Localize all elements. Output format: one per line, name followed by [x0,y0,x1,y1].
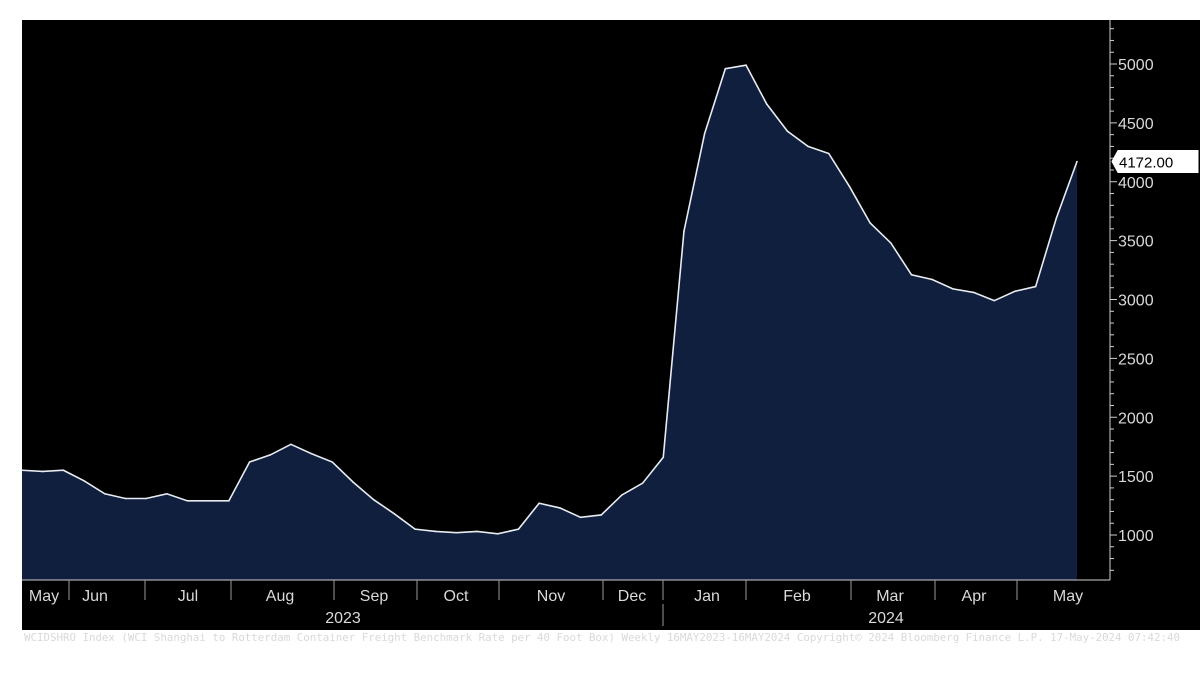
x-tick-label: Mar [876,588,904,605]
data-point [993,299,996,302]
data-point [1076,160,1078,163]
data-point [372,498,375,501]
data-point [600,514,603,516]
series-area-fill [22,65,1077,581]
data-point [496,533,499,535]
data-point [310,452,313,455]
label-layer: 1000 1500 2000 2500 3000 3500 4000 4500 5000 May J… [29,57,1199,627]
y-tick-label: 3000 [1118,293,1154,310]
x-tick-label: Nov [537,588,565,605]
data-point [145,497,147,500]
data-point [62,469,65,472]
data-point [21,469,23,472]
y-tick-label: 4000 [1118,175,1154,192]
data-point [786,130,789,132]
data-point [476,530,478,533]
last-value-label: 4172.00 [1119,154,1173,171]
data-point [952,288,954,290]
series-line [21,64,1078,535]
data-point [848,185,851,188]
y-tick-label: 3500 [1118,234,1154,251]
data-point [807,145,809,148]
x-tick-label: May [29,588,59,605]
data-point [207,500,209,502]
data-point [745,64,747,66]
data-point [41,470,44,473]
data-point [827,152,830,155]
x-tick-label: Sep [360,588,389,605]
data-point [434,530,437,533]
data-point [890,242,892,244]
area-layer [21,64,1078,581]
x-tick-label: Dec [618,588,646,605]
footer-caption: WCIDSHRO Index (WCI Shanghai to Rotterda… [24,632,1180,644]
x-tick-label: Jul [178,588,198,605]
data-point [103,492,106,495]
axis-layer [22,20,1117,626]
data-point [517,528,520,530]
data-point [621,494,623,496]
data-point [331,461,334,463]
data-point [972,291,975,294]
x-tick-label: Aug [266,588,294,605]
data-point [931,278,933,281]
data-point [662,456,665,459]
y-axis-panel [1110,20,1200,630]
data-point [1014,290,1016,293]
data-point [538,502,540,505]
data-point [186,500,189,502]
year-label: 2024 [868,610,904,627]
y-tick-label: 1500 [1118,469,1154,486]
data-point [1055,217,1058,220]
x-tick-label: Oct [444,588,469,605]
data-point [393,513,396,515]
data-point [869,222,871,224]
data-point [1034,285,1037,288]
x-tick-label: Apr [962,588,988,605]
data-point [724,67,727,70]
data-point [455,531,458,534]
data-point [910,273,913,276]
last-value-box [1111,149,1199,173]
y-tick-label: 2000 [1118,410,1154,427]
data-point [703,132,706,135]
data-point [765,103,768,105]
y-tick-label: 1000 [1118,528,1154,545]
data-point [683,230,685,233]
data-point [641,482,644,484]
data-point [269,454,272,456]
x-tick-label: Feb [783,588,811,605]
x-tick-label: Jun [82,588,108,605]
data-point [83,480,85,482]
x-tick-label: Jan [694,588,720,605]
y-tick-label: 4500 [1118,116,1154,133]
data-point [559,507,561,509]
x-tick-label: May [1053,588,1083,605]
data-point [228,500,230,502]
y-tick-label: 2500 [1118,351,1154,368]
year-label: 2023 [325,610,361,627]
data-point [290,443,292,446]
data-point [248,461,251,463]
data-point [166,492,168,495]
y-tick-label: 5000 [1118,57,1154,74]
data-point [414,528,416,530]
data-point [352,481,354,483]
data-point [579,516,582,519]
data-point [124,497,127,500]
